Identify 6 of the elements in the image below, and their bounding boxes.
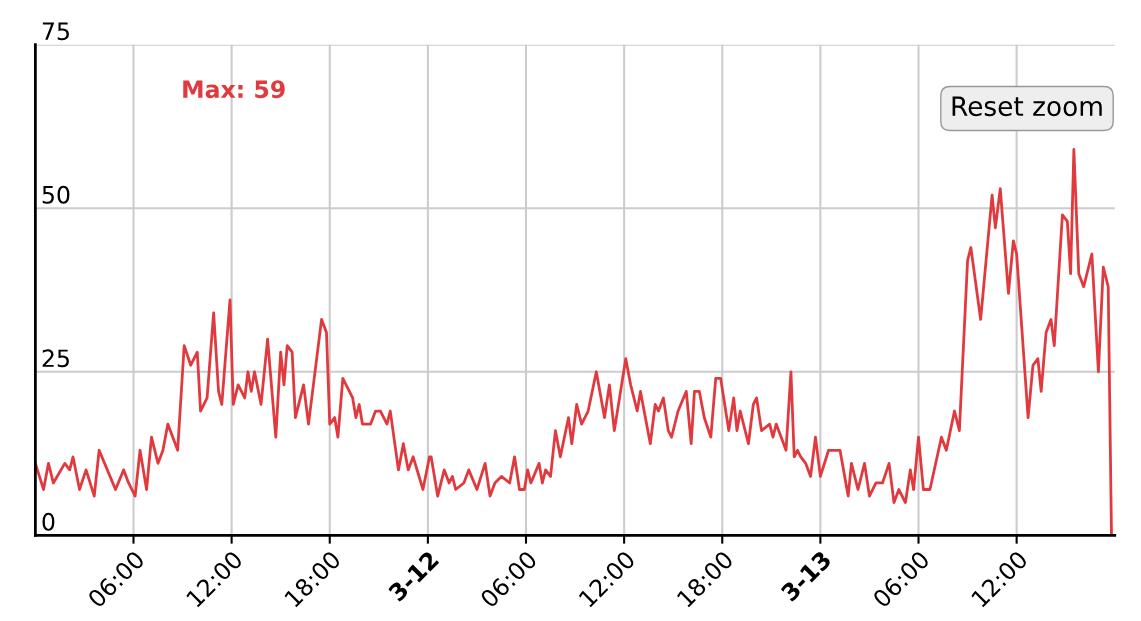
y-tick-label: 0 xyxy=(42,512,55,531)
y-tick-label: 50 xyxy=(42,185,70,204)
y-tick-label: 75 xyxy=(42,22,69,41)
annotation: Max: 59 xyxy=(183,80,285,99)
annotation: Reset zoom xyxy=(952,96,1102,117)
y-tick-label: 25 xyxy=(42,349,69,368)
